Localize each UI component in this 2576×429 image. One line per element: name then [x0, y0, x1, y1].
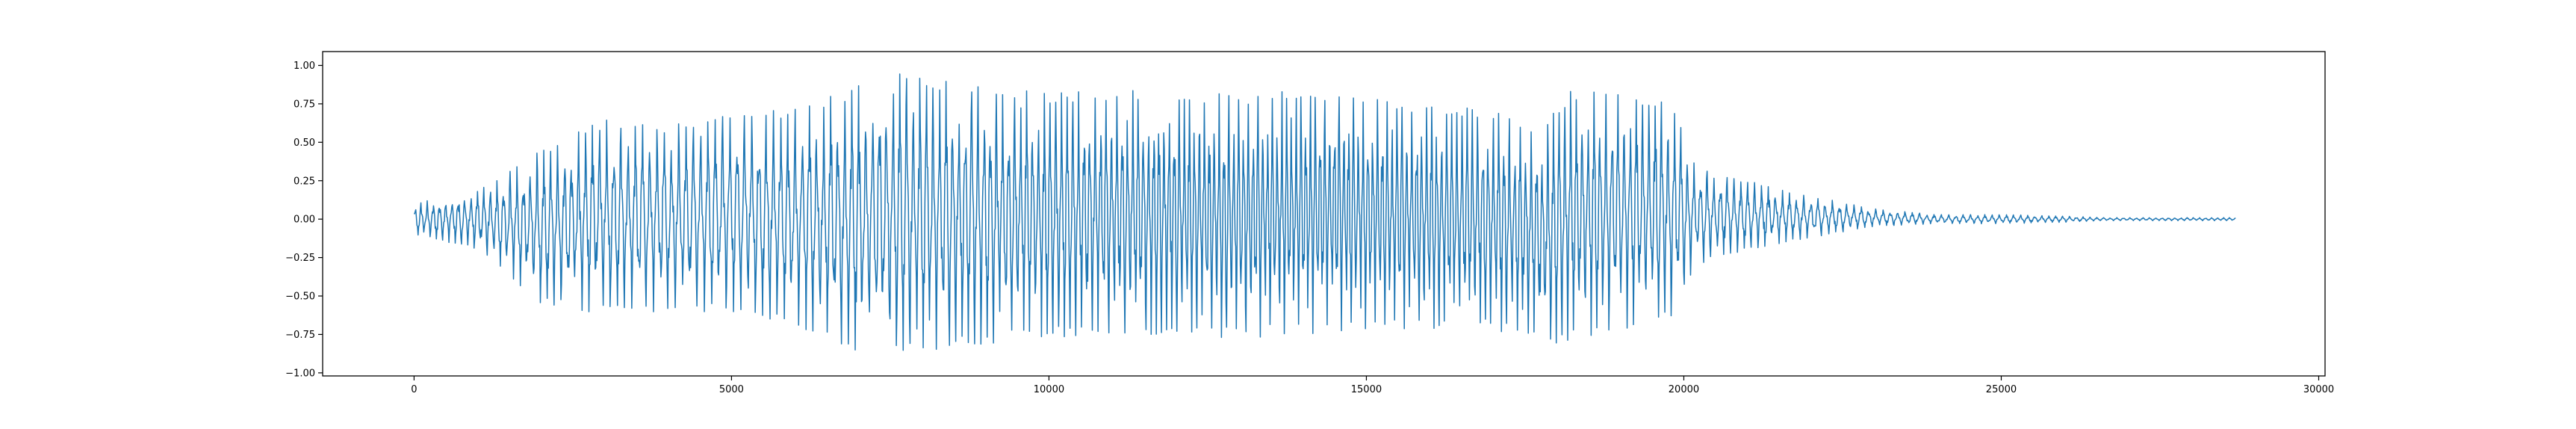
y-tick-label: 0.25 [294, 176, 315, 187]
y-tick-label: −0.50 [285, 291, 315, 303]
y-tick-label: 0.50 [294, 138, 315, 149]
y-tick-label: 1.00 [294, 61, 315, 72]
y-axis: −1.00 −0.75 −0.50 −0.25 0.00 0.25 0.50 0.75 1.00 [285, 61, 323, 379]
x-tick-label: 30000 [2303, 384, 2334, 395]
y-tick-label: −0.75 [285, 330, 315, 341]
x-tick-label: 20000 [1669, 384, 1699, 395]
x-tick-label: 0 [411, 384, 417, 395]
x-tick-label: 25000 [1986, 384, 2017, 395]
x-axis: 0 5000 10000 15000 20000 25000 30000 [411, 376, 2334, 395]
y-tick-label: 0.75 [294, 99, 315, 110]
plot-area [413, 73, 2236, 351]
y-tick-label: 0.00 [294, 214, 315, 226]
plot-frame [322, 51, 2326, 377]
y-tick-label: −1.00 [285, 368, 315, 379]
x-tick-label: 10000 [1034, 384, 1064, 395]
waveform-line [413, 73, 2236, 351]
y-tick-label: −0.25 [285, 253, 315, 264]
x-tick-label: 15000 [1351, 384, 1382, 395]
x-tick-label: 5000 [719, 384, 744, 395]
